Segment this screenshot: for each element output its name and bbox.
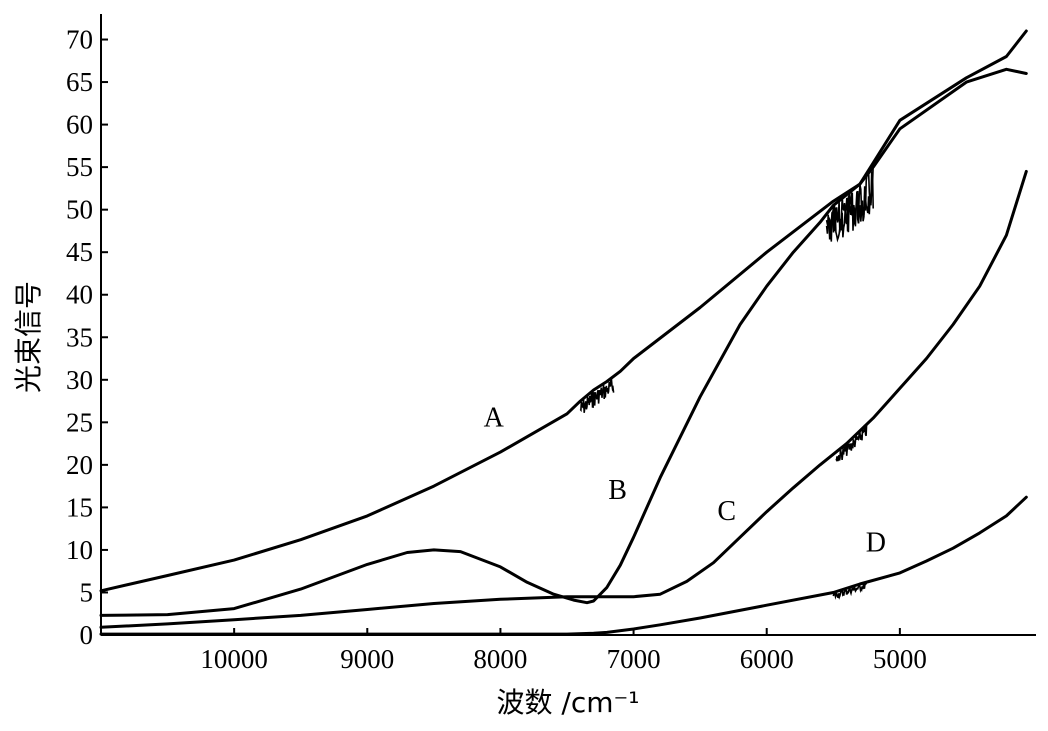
- y-tick-label: 0: [80, 620, 94, 650]
- x-tick-label: 10000: [200, 644, 268, 674]
- series-a-absorption-noise: [579, 376, 615, 413]
- y-tick-label: 45: [66, 237, 93, 267]
- curve-label-a: A: [484, 403, 505, 434]
- noise-group: [579, 165, 874, 600]
- series-d-line: [99, 495, 1028, 636]
- y-axis-title: 光束信号: [12, 281, 45, 393]
- x-axis-ticks: 10000 9000 8000 7000 6000 5000: [200, 628, 927, 674]
- y-tick-label: 55: [66, 152, 93, 182]
- y-tick-label: 65: [66, 67, 93, 97]
- curve-label-b: B: [608, 475, 627, 506]
- y-tick-label: 30: [66, 365, 93, 395]
- x-tick-label: 7000: [607, 644, 661, 674]
- series-group: [99, 29, 1028, 636]
- y-tick-label: 70: [66, 25, 93, 55]
- x-axis-title: 波数 /cm⁻¹: [496, 686, 639, 719]
- y-tick-label: 60: [66, 110, 93, 140]
- y-tick-label: 20: [66, 450, 93, 480]
- x-tick-label: 6000: [740, 644, 794, 674]
- y-tick-label: 50: [66, 195, 93, 225]
- y-tick-label: 10: [66, 535, 93, 565]
- x-tick-label: 5000: [873, 644, 927, 674]
- y-axis-ticks: 0 5 10 15 20 25 30 35 40 45 50 55 60 65 70: [66, 25, 108, 650]
- series-b-line: [99, 67, 1028, 617]
- y-tick-label: 25: [66, 407, 93, 437]
- curve-label-d: D: [866, 528, 886, 559]
- curve-label-c: C: [717, 496, 736, 527]
- series-d-absorption-noise: [832, 582, 868, 600]
- series-c-line: [99, 169, 1028, 629]
- series-a-line: [99, 29, 1028, 593]
- series-c-absorption-noise: [835, 424, 868, 463]
- x-tick-label: 9000: [340, 644, 394, 674]
- plot-frame: [100, 14, 1036, 636]
- x-tick-label: 8000: [473, 644, 527, 674]
- y-tick-label: 40: [66, 280, 93, 310]
- y-tick-label: 5: [80, 577, 94, 607]
- curve-labels: A B C D: [484, 403, 886, 559]
- y-tick-label: 35: [66, 322, 93, 352]
- y-tick-label: 15: [66, 492, 93, 522]
- series-b-absorption-noise: [825, 171, 874, 242]
